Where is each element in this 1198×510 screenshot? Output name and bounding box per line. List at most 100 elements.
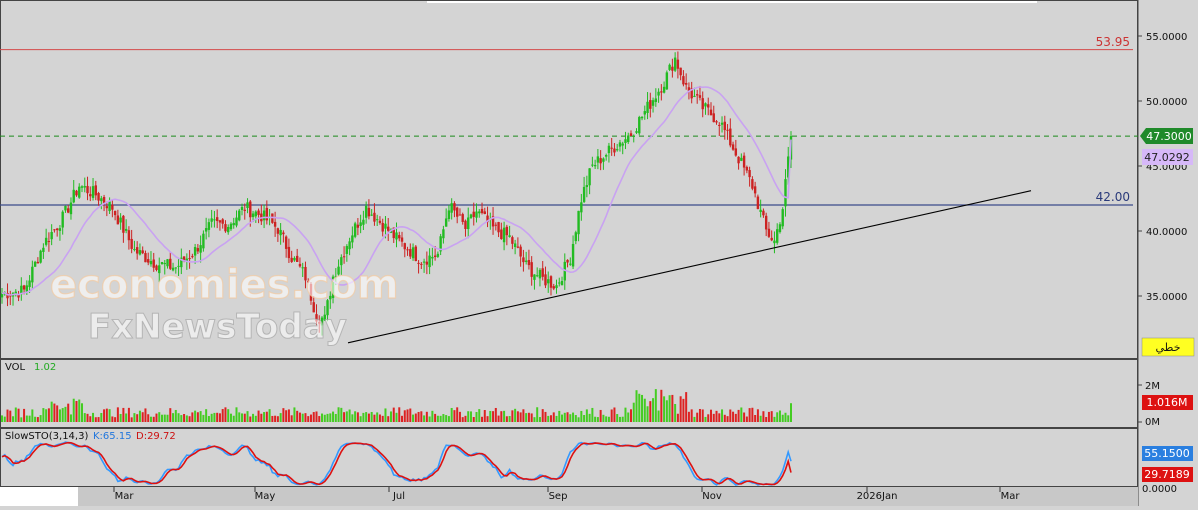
candle-body [433,255,437,258]
volume-bar [47,408,50,422]
volume-bar [558,410,561,422]
candle-body [701,98,704,110]
volume-bar [574,415,577,422]
volume-bar [271,415,274,422]
candle-body [519,246,522,257]
candle-body [527,260,531,266]
candle-body [155,265,158,270]
volume-bar [125,413,128,422]
candle-body [654,98,658,102]
x-tick-label: Mar [115,491,135,502]
candle-body [731,144,735,150]
volume-bar [732,411,735,422]
candle-body [67,208,70,213]
candle-body [196,248,200,252]
candle-body [621,143,624,146]
volume-bar [588,413,591,422]
volume-bar [508,416,511,422]
volume-bar [409,408,412,422]
volume-bar [583,415,586,422]
volume-bar [629,409,632,422]
x-tick-label: 2026Jan [857,491,898,502]
candle-body [707,104,710,108]
candle-body [312,302,315,313]
candle-body [475,211,478,218]
candle-body [682,76,685,85]
candle-body [497,222,500,233]
trend-line [347,190,1032,344]
volume-bar [503,410,506,422]
candle-body [105,206,109,209]
candle-body [323,314,326,321]
volume-bar [707,414,710,422]
candle-body [574,232,578,242]
candle-body [588,168,591,186]
candle-body [42,247,45,252]
candle-body [442,229,445,239]
candle-body [251,213,255,218]
volume-bar [406,409,409,422]
candle-body [119,217,122,223]
volume-bar [3,416,6,422]
volume-bar [97,417,100,422]
horizontal-levels [0,49,1138,206]
trend-line-group[interactable] [347,190,1032,344]
volume-bar [464,415,467,422]
volume-bar [447,416,450,422]
candle-body [610,147,613,149]
candle-body [0,293,4,298]
candle-body [177,265,180,267]
candle-body [28,280,31,288]
price-tick-label: 50.0000 [1146,97,1187,108]
candle-body [403,243,406,250]
candle-body [615,149,619,151]
volume-bar [254,415,257,422]
candle-body [502,227,506,243]
candle-body [235,217,238,226]
volume-bar [105,408,108,422]
candle-body [627,135,630,143]
candle-body [414,246,418,262]
candle-body [552,286,555,289]
candle-body [535,275,539,277]
candle-body [367,207,371,217]
candle-body [94,185,97,196]
candle-body [431,256,434,259]
candle-body [491,216,495,227]
candle-body [638,117,641,134]
volume-bar [525,413,528,422]
volume-bar [158,412,161,422]
volume-bar [439,415,442,422]
candle-body [315,314,318,322]
candle-body [193,247,197,256]
candle-body [723,121,726,131]
price-tick-label: 55.0000 [1146,32,1187,43]
candle-body [392,227,395,239]
candle-body [331,276,335,299]
candle-body [505,226,509,236]
volume-bar [307,416,310,422]
candle-body [33,261,37,267]
volume-bar [712,413,715,422]
volume-bar [389,411,392,422]
candle-body [295,255,299,262]
volume-bar [293,407,296,422]
volume-bar [530,413,533,422]
candle-body [604,154,608,157]
volume-bar [569,414,572,422]
volume-bar [387,416,390,422]
volume-bar [511,410,514,422]
candle-body [227,227,230,233]
volume-bar [577,417,580,422]
linear-scale-button[interactable]: خطي [1141,337,1195,357]
volume-bar [602,414,605,422]
stoch-d-badge: 29.7189 [1142,467,1193,482]
volume-bar [86,413,89,422]
candle-body [522,257,525,263]
candle-body [464,220,467,229]
candle-body [44,237,48,245]
candle-body [163,263,166,265]
candle-body [91,186,95,198]
volume-bar [318,416,321,422]
